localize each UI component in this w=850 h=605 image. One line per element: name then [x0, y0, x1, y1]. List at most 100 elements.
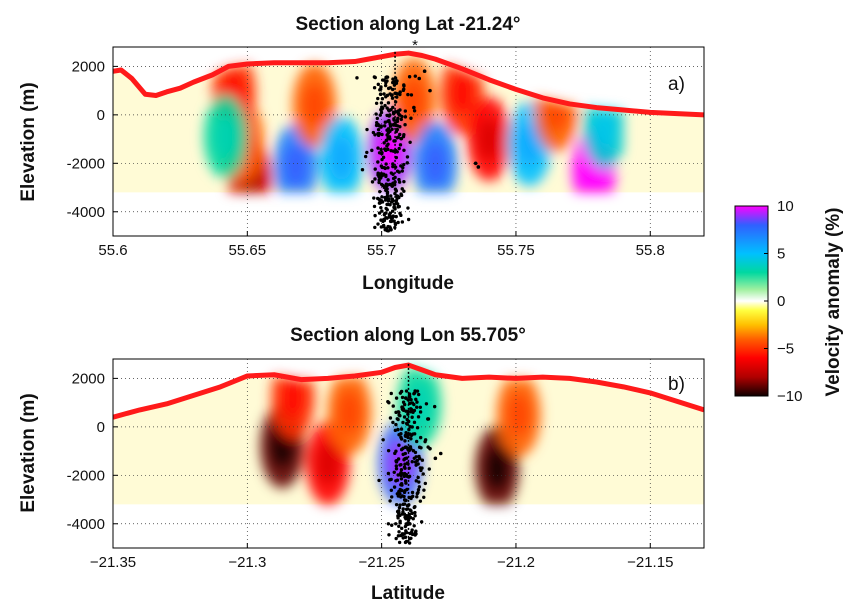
colorbar-ticks: 10 5 0 −5 −10	[764, 198, 802, 405]
a-quake	[374, 101, 379, 106]
b-quake	[397, 530, 401, 534]
b-quake	[415, 405, 419, 409]
a-quake	[360, 168, 365, 172]
a-quake	[386, 101, 391, 105]
b-quake	[391, 420, 395, 425]
a-quake	[399, 164, 403, 168]
a-quake	[388, 137, 392, 141]
a-quake	[388, 124, 393, 128]
a-quake	[380, 195, 384, 199]
a-quake	[384, 206, 388, 211]
a-quake	[390, 127, 394, 132]
a-quake	[384, 162, 388, 166]
a-quake	[413, 74, 417, 78]
b-quake-outlier-1	[433, 456, 438, 461]
b-quake	[400, 395, 405, 400]
a-quake	[383, 166, 387, 171]
b-ytick-label-0: 2000	[72, 370, 105, 387]
b-quake	[394, 464, 399, 468]
b-quake	[419, 468, 423, 473]
a-quake	[375, 116, 380, 121]
a-quake	[376, 127, 381, 132]
a-quake	[386, 202, 390, 207]
a-quake	[365, 127, 369, 132]
a-quake	[386, 178, 390, 182]
b-quake	[415, 400, 419, 404]
a-quake	[391, 164, 395, 169]
b-quake	[410, 532, 415, 537]
panel-a-title: Section along Lat -21.24°	[295, 14, 520, 35]
a-quake	[386, 229, 391, 233]
a-quake	[396, 205, 400, 209]
a-quake	[389, 200, 394, 204]
a-quake	[380, 132, 384, 137]
b-quake	[419, 446, 423, 450]
a-quake	[385, 144, 389, 148]
b-quake	[412, 432, 417, 436]
a-quake	[386, 127, 391, 131]
a-quake	[380, 209, 384, 213]
b-quake	[402, 502, 407, 506]
a-quake	[402, 87, 406, 91]
b-quake	[404, 456, 409, 460]
a-ytick-label-1: 0	[97, 107, 105, 124]
b-quake	[415, 495, 419, 499]
b-quake	[396, 494, 401, 498]
a-quake-outlier-0	[417, 76, 422, 81]
b-quake	[402, 458, 406, 462]
b-quake	[402, 465, 407, 469]
a-quake	[379, 174, 383, 178]
b-quake	[397, 410, 401, 414]
a-quake	[399, 136, 403, 141]
panel-b-title: Section along Lon 55.705°	[290, 325, 526, 346]
a-quake	[385, 93, 390, 98]
a-quake	[374, 112, 378, 116]
a-quake	[396, 111, 401, 115]
a-quake	[388, 211, 393, 215]
a-quake	[402, 162, 406, 167]
b-quake-outlier-2	[428, 446, 432, 451]
a-quake	[376, 173, 380, 177]
a-quake	[379, 164, 384, 168]
a-anomaly-core-4	[283, 143, 308, 188]
a-quake	[372, 204, 377, 209]
a-quake	[395, 196, 399, 201]
a-quake	[376, 196, 380, 201]
b-quake	[399, 427, 404, 431]
a-quake	[391, 77, 395, 81]
b-quake	[394, 396, 399, 400]
a-quake	[396, 135, 400, 139]
a-quake	[390, 96, 395, 100]
b-quake	[398, 503, 402, 507]
panel-b-x-ticks: −21.35 −21.3 −21.25 −21.2 −21.15	[90, 543, 673, 571]
panel-a-letter: a)	[668, 74, 685, 95]
a-quake	[389, 194, 393, 198]
a-quake	[382, 78, 386, 82]
a-quake	[381, 155, 386, 160]
a-quake	[396, 116, 400, 121]
b-quake	[407, 537, 412, 541]
a-topography	[113, 50, 704, 118]
a-quake	[384, 138, 388, 143]
a-quake-outlier-3	[473, 161, 478, 166]
a-ytick-label-2: -2000	[67, 155, 105, 172]
a-quake-outlier-5	[428, 88, 432, 93]
a-quake	[363, 154, 368, 159]
b-quake	[394, 422, 398, 427]
b-quake	[415, 491, 419, 496]
a-quake	[403, 122, 407, 127]
b-quake	[404, 498, 408, 503]
a-quake	[397, 177, 401, 182]
a-quake	[377, 178, 381, 182]
b-quake	[397, 505, 402, 510]
b-anomaly-core-6	[485, 446, 510, 491]
a-quake	[406, 92, 410, 97]
b-quake	[397, 443, 401, 447]
b-quake	[386, 448, 391, 453]
a-quake	[379, 147, 383, 152]
b-quake	[404, 530, 409, 535]
a-anomaly-core-12	[517, 121, 542, 166]
b-quake	[388, 478, 392, 482]
b-quake	[403, 451, 408, 456]
